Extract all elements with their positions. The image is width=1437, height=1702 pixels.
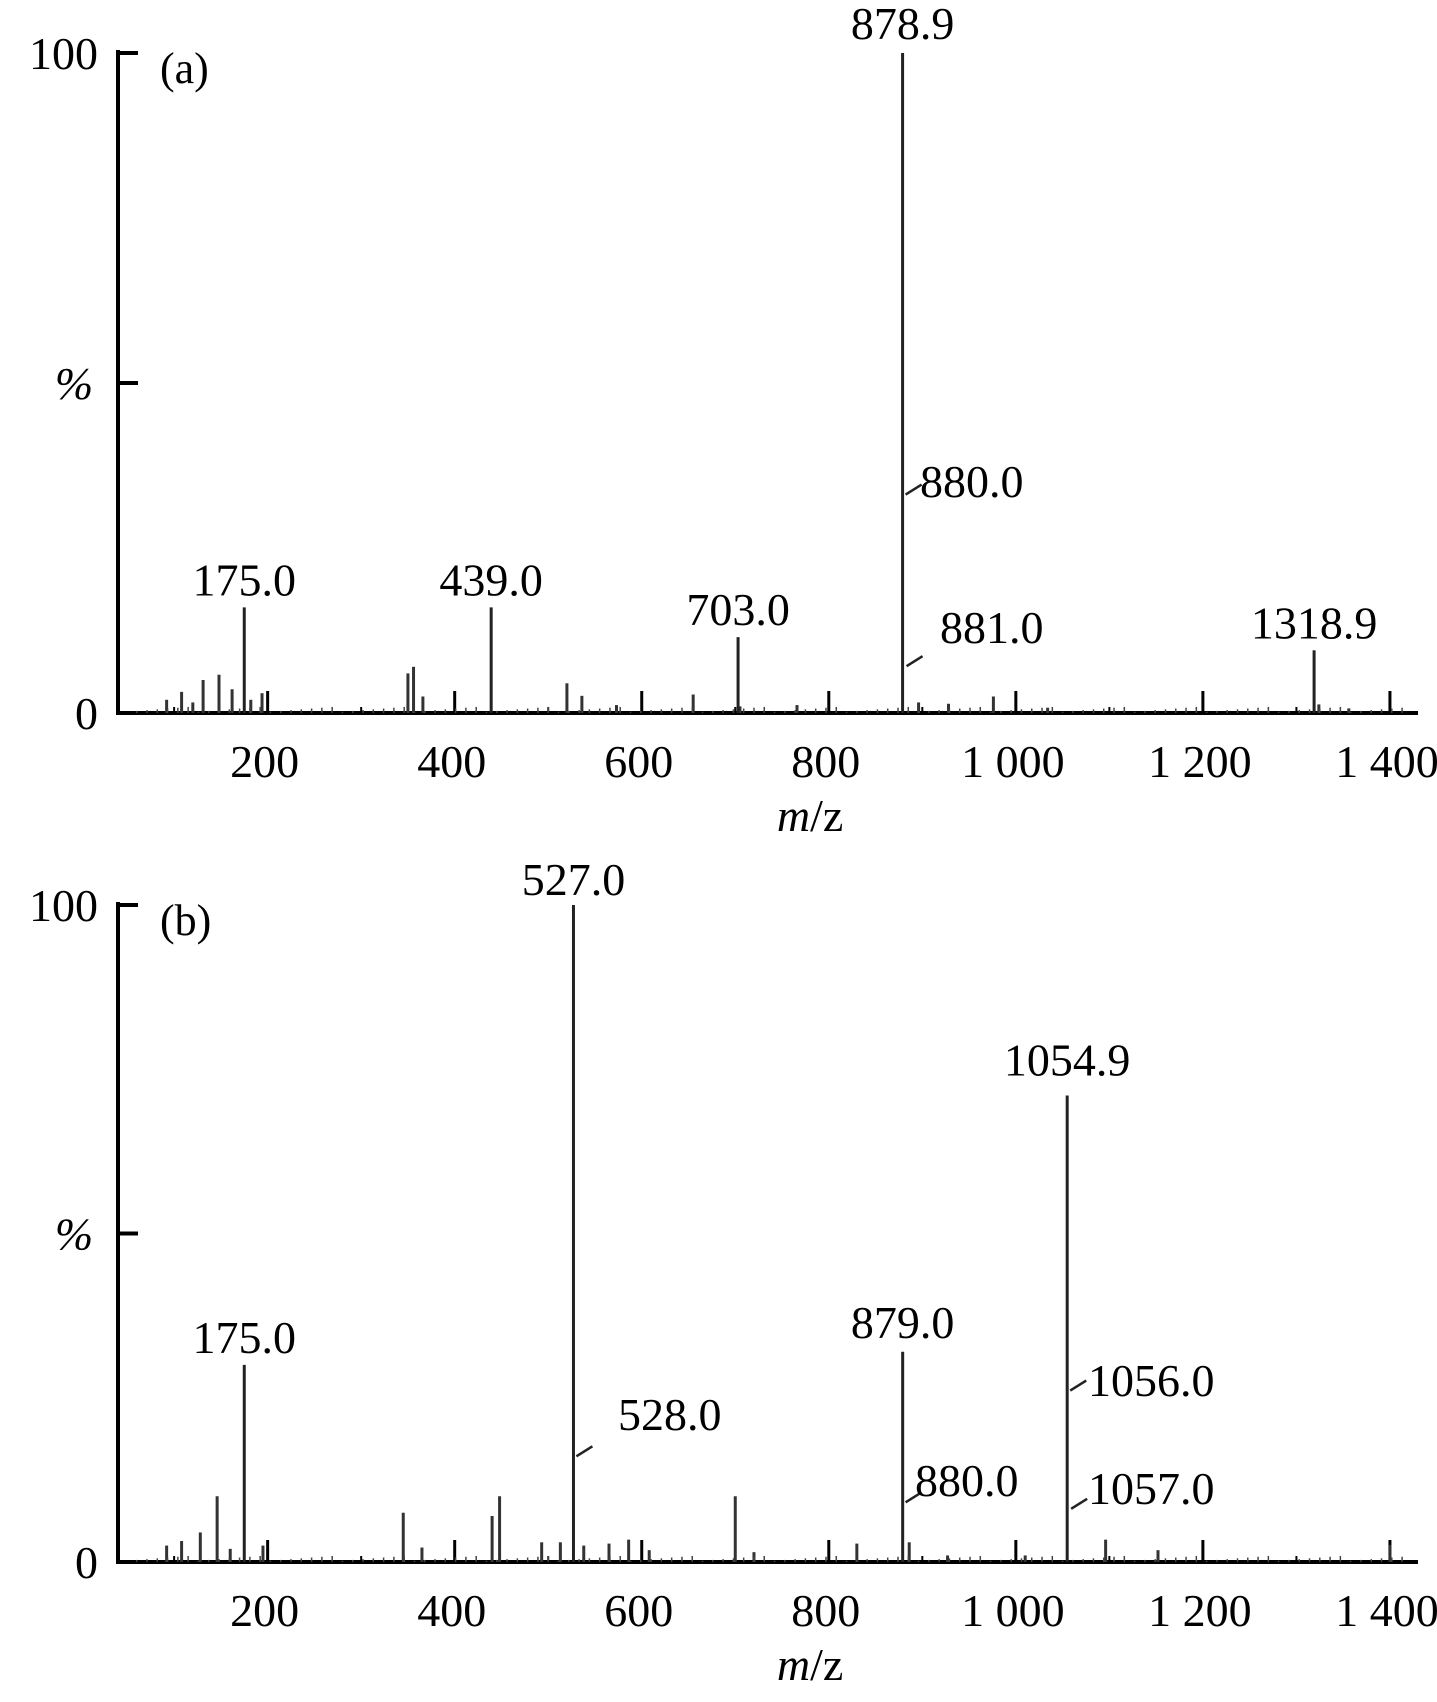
panel-label: (b) <box>160 896 211 945</box>
peak-marker <box>1070 1497 1088 1510</box>
x-tick-label: 1 400 <box>1335 736 1437 787</box>
peak-label: 880.0 <box>920 456 1024 507</box>
peak-label: 175.0 <box>193 1312 297 1363</box>
peak-marker <box>904 483 923 496</box>
peak-label: 528.0 <box>618 1389 722 1440</box>
x-tick-label: 800 <box>791 736 860 787</box>
peak-label: 879.0 <box>851 1297 955 1348</box>
x-tick-label: 1 400 <box>1335 1585 1437 1636</box>
x-axis-label: m/z <box>777 1639 843 1690</box>
spectrum-panel-b: 0 100% 200 400 600 800 1 000 1 200 1 400 m/z (b) 52… <box>29 854 1437 1690</box>
x-tick-label: 400 <box>417 1585 486 1636</box>
y-tick-label: 0 <box>75 1537 98 1588</box>
peak-label: 703.0 <box>686 584 790 635</box>
x-tick-label: 200 <box>230 736 299 787</box>
x-tick-label: 800 <box>791 1585 860 1636</box>
peak-label: 1056.0 <box>1088 1355 1215 1406</box>
peak-label: 1054.9 <box>1004 1035 1131 1086</box>
peak-label: 1318.9 <box>1251 597 1378 648</box>
x-tick-label: 600 <box>604 1585 673 1636</box>
panel-label: (a) <box>160 44 209 93</box>
peak-label: 527.0 <box>522 854 626 905</box>
peak-label: 880.0 <box>915 1455 1019 1506</box>
peak-label: 878.9 <box>851 0 955 49</box>
peak-marker <box>904 1491 923 1504</box>
peak-label: 881.0 <box>940 602 1044 653</box>
x-tick-label: 600 <box>604 736 673 787</box>
peak-label: 1057.0 <box>1088 1463 1215 1514</box>
y-axis-label: % <box>55 1209 93 1260</box>
spectrum-panel-a: 0 100% 200 400 600 800 1 000 1 200 1 400 m/z (a) 87… <box>29 0 1437 841</box>
peak-marker <box>905 655 924 668</box>
x-tick-label: 1 200 <box>1148 736 1252 787</box>
y-axis-label: % <box>55 358 93 409</box>
x-tick-label: 1 200 <box>1148 1585 1252 1636</box>
x-tick-label: 400 <box>417 736 486 787</box>
x-tick-label: 1 000 <box>961 736 1065 787</box>
peak-label: 175.0 <box>193 554 297 605</box>
y-tick-label: 0 <box>75 688 98 739</box>
x-axis-label: m/z <box>777 790 843 841</box>
x-tick-label: 200 <box>230 1585 299 1636</box>
y-tick-label: 100 <box>29 880 98 931</box>
peak-marker <box>575 1445 594 1458</box>
x-tick-label: 1 000 <box>961 1585 1065 1636</box>
peak-label: 439.0 <box>439 554 543 605</box>
peak-marker <box>1069 1379 1087 1392</box>
y-tick-label: 100 <box>29 28 98 79</box>
